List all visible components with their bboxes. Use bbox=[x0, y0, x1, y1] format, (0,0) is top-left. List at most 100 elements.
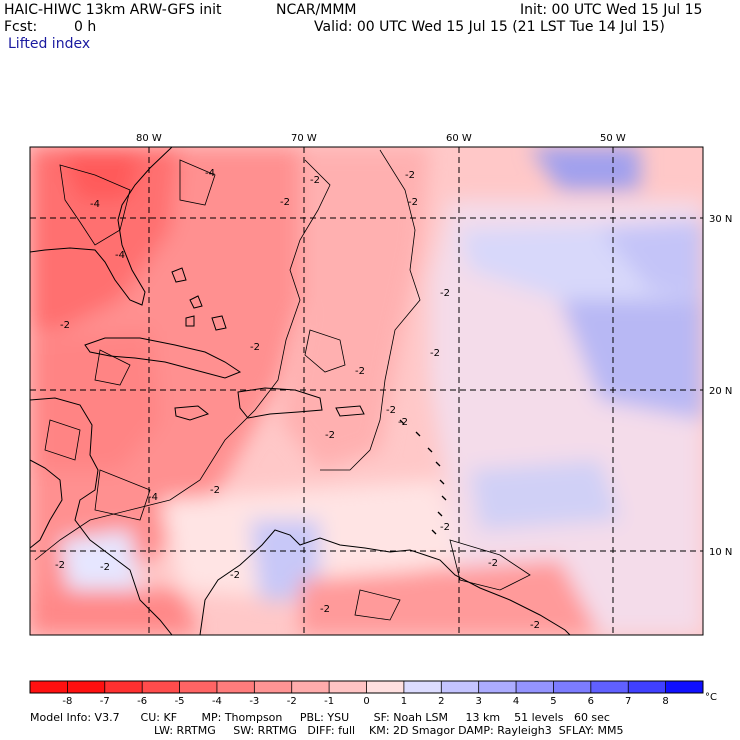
colorbar-swatch bbox=[67, 681, 106, 693]
contour-label: -2 bbox=[320, 604, 330, 615]
map-frame bbox=[29, 146, 704, 636]
colorbar-tick-label: 2 bbox=[438, 696, 444, 707]
contour-line bbox=[304, 329, 346, 373]
colorbar-swatch bbox=[665, 681, 704, 693]
init-time: Init: 00 UTC Wed 15 Jul 15 bbox=[520, 2, 703, 18]
contour-label: -2 bbox=[280, 197, 290, 208]
colorbar-swatch bbox=[590, 681, 629, 693]
lesser-antilles bbox=[399, 419, 447, 535]
colorbar-swatch bbox=[291, 681, 330, 693]
contour-line bbox=[320, 149, 421, 471]
model-title: HAIC-HIWC 13km ARW-GFS init bbox=[4, 2, 222, 18]
colorbar-swatch bbox=[553, 681, 592, 693]
field-name: Lifted index bbox=[8, 36, 91, 52]
colorbar-tick-label: 4 bbox=[513, 696, 519, 707]
contour-label: -2 bbox=[405, 170, 415, 181]
contour-label: -2 bbox=[408, 197, 418, 208]
axis-labels: 80 W 70 W 60 W 50 W 30 N 20 N 10 N bbox=[136, 133, 732, 558]
contour-line bbox=[449, 539, 531, 591]
contour-label: -2 bbox=[230, 570, 240, 581]
lon-label-70w: 70 W bbox=[291, 133, 317, 144]
colorbar-tick-label: 6 bbox=[588, 696, 594, 707]
central-america-coast bbox=[30, 397, 173, 635]
lat-label-10n: 10 N bbox=[709, 547, 732, 558]
colorbar-swatch bbox=[516, 681, 554, 693]
colorbar-swatch bbox=[104, 681, 143, 693]
org-label: NCAR/MMM bbox=[276, 2, 357, 18]
colorbar-swatch bbox=[441, 681, 480, 693]
contour-line bbox=[94, 469, 151, 521]
contour-label: -4 bbox=[90, 199, 100, 210]
contour-line bbox=[179, 159, 216, 206]
forecast-hour: 0 h bbox=[74, 19, 97, 35]
colorbar-swatch bbox=[30, 681, 68, 693]
contour-label: -4 bbox=[205, 168, 215, 179]
colorbar-tick-label: 0 bbox=[363, 696, 369, 707]
colorbar-tick-label: -5 bbox=[175, 696, 185, 707]
contour-label: -2 bbox=[250, 342, 260, 353]
lat-label-30n: 30 N bbox=[709, 214, 732, 225]
contours bbox=[34, 149, 531, 621]
hispaniola-coast bbox=[237, 387, 323, 419]
contour-line bbox=[94, 349, 131, 386]
colorbar-swatch bbox=[254, 681, 293, 693]
contour-label: -2 bbox=[386, 405, 396, 416]
contour-label: -2 bbox=[325, 430, 335, 441]
colorbar-swatch bbox=[179, 681, 218, 693]
mexico-coast bbox=[30, 459, 63, 549]
colorbar-swatch bbox=[628, 681, 667, 693]
contour-label: -2 bbox=[210, 485, 220, 496]
colorbar-tick-label: -6 bbox=[137, 696, 147, 707]
colorbar-unit: °C bbox=[705, 692, 717, 703]
colorbar-swatch bbox=[329, 681, 367, 693]
contour-labels: -4 -2 -4 -2 -4 -2 -2 -2 -2 -2 -2 -2 -2 -… bbox=[55, 168, 540, 631]
colorbar-swatch bbox=[478, 681, 517, 693]
forecast-label: Fcst: bbox=[4, 19, 38, 35]
jamaica-coast bbox=[174, 405, 210, 421]
south-america-coast bbox=[199, 529, 571, 635]
contour-label: -2 bbox=[310, 175, 320, 186]
contour-label: -2 bbox=[355, 366, 365, 377]
colorbar-tick-label: -8 bbox=[62, 696, 72, 707]
colorbar-tick-label: -2 bbox=[287, 696, 297, 707]
contour-label: -2 bbox=[100, 562, 110, 573]
cuba-coast bbox=[84, 337, 242, 379]
model-info-line-2: LW: RRTMG SW: RRTMG DIFF: full KM: 2D Sm… bbox=[154, 724, 624, 737]
contour-line bbox=[354, 589, 401, 621]
colorbar-tick-label: 1 bbox=[401, 696, 407, 707]
colorbar-tick-label: -4 bbox=[212, 696, 222, 707]
colorbar-tick-label: -7 bbox=[100, 696, 110, 707]
valid-time: Valid: 00 UTC Wed 15 Jul 15 (21 LST Tue … bbox=[314, 19, 665, 35]
lat-label-20n: 20 N bbox=[709, 386, 732, 397]
contour-label: -2 bbox=[488, 558, 498, 569]
contour-label: -2 bbox=[60, 320, 70, 331]
colorbar-tick-label: -3 bbox=[249, 696, 259, 707]
contour-line bbox=[44, 419, 81, 461]
lon-label-60w: 60 W bbox=[446, 133, 472, 144]
shaded-field bbox=[30, 147, 703, 635]
colorbar: -8 -7 -6 -5 -4 -3 -2 -1 0 1 2 3 4 5 6 7 8 °C bbox=[29, 680, 717, 707]
colorbar-swatch bbox=[216, 681, 255, 693]
contour-label: -2 bbox=[430, 348, 440, 359]
lon-label-80w: 80 W bbox=[136, 133, 162, 144]
colorbar-tick-label: -1 bbox=[324, 696, 334, 707]
contour-line bbox=[34, 159, 331, 561]
colorbar-swatch bbox=[366, 681, 405, 693]
contour-label: -2 bbox=[440, 288, 450, 299]
colorbar-tick-label: 5 bbox=[550, 696, 556, 707]
contour-line bbox=[59, 164, 131, 246]
colorbar-tick-label: 7 bbox=[625, 696, 631, 707]
puerto-rico-coast bbox=[335, 405, 365, 417]
colorbar-swatch bbox=[403, 681, 442, 693]
colorbar-tick-label: 8 bbox=[662, 696, 668, 707]
contour-label: -2 bbox=[440, 522, 450, 533]
contour-label: -2 bbox=[55, 560, 65, 571]
contour-label: -4 bbox=[148, 492, 158, 503]
colorbar-swatch bbox=[142, 681, 181, 693]
colorbar-tick-label: 3 bbox=[475, 696, 481, 707]
lon-label-50w: 50 W bbox=[600, 133, 626, 144]
contour-label: -2 bbox=[530, 620, 540, 631]
graticule bbox=[30, 147, 703, 635]
contour-label: -2 bbox=[398, 417, 408, 428]
